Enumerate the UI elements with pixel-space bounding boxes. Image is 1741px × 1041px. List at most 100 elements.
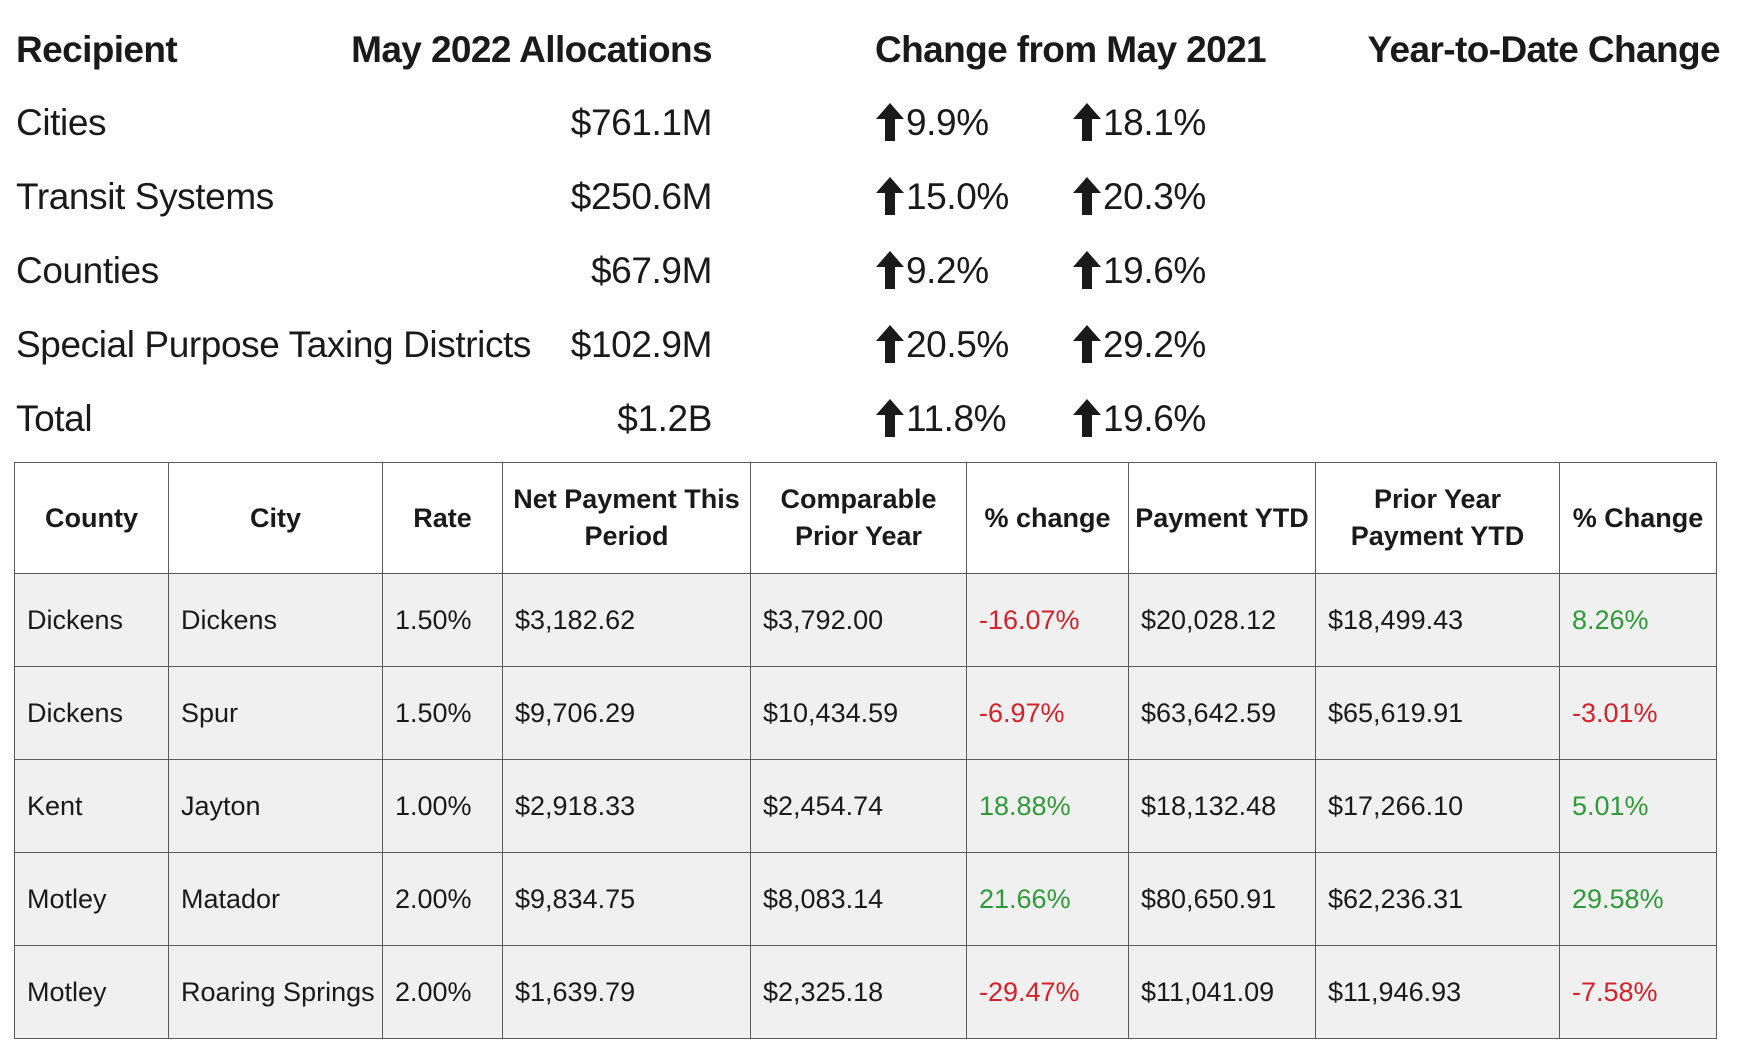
cell-prior-ytd: $11,946.93 xyxy=(1315,945,1560,1039)
change-value: 20.5% xyxy=(906,324,1009,365)
cell-net-payment: $9,706.29 xyxy=(502,666,751,760)
arrow-up-icon xyxy=(875,250,905,290)
summary-row: Transit Systems $250.6M 15.0% 20.3% xyxy=(0,167,1741,227)
arrow-up-icon xyxy=(875,102,905,142)
arrow-up-icon xyxy=(1072,102,1102,142)
cell-comparable: $2,454.74 xyxy=(750,759,967,853)
cell-pct-change-ytd: 5.01% xyxy=(1559,759,1717,853)
cell-prior-ytd: $17,266.10 xyxy=(1315,759,1560,853)
allocation-value: $250.6M xyxy=(570,176,713,217)
allocation-value: $67.9M xyxy=(590,250,712,291)
col-header-city: City xyxy=(168,462,383,574)
cell-payment-ytd: $11,041.09 xyxy=(1128,945,1316,1039)
cell-city: Dickens xyxy=(168,573,383,667)
cell-comparable: $3,792.00 xyxy=(750,573,967,667)
cell-comparable: $2,325.18 xyxy=(750,945,967,1039)
table-row: Motley Matador 2.00% $9,834.75 $8,083.14… xyxy=(14,852,1717,946)
col-header-rate: Rate xyxy=(382,462,503,574)
ytd-value: 29.2% xyxy=(1103,324,1206,365)
arrow-up-icon xyxy=(875,176,905,216)
recipient-name: Total xyxy=(16,398,93,439)
arrow-up-icon xyxy=(1072,398,1102,438)
ytd-value: 20.3% xyxy=(1103,176,1206,217)
change-value: 11.8% xyxy=(906,398,1007,439)
cell-pct-change-ytd: -7.58% xyxy=(1559,945,1717,1039)
cell-county: Motley xyxy=(14,852,169,946)
recipient-name: Special Purpose Taxing Districts xyxy=(16,324,532,365)
cell-pct-change-ytd: -3.01% xyxy=(1559,666,1717,760)
arrow-up-icon xyxy=(875,324,905,364)
cell-prior-ytd: $62,236.31 xyxy=(1315,852,1560,946)
recipient-name: Cities xyxy=(16,102,107,143)
recipient-name: Transit Systems xyxy=(16,176,274,217)
change-cell: 9.9% xyxy=(875,93,1035,153)
change-value: 9.9% xyxy=(906,102,989,143)
allocation-summary: Recipient May 2022 Allocations Change fr… xyxy=(0,0,1741,462)
cell-payment-ytd: $18,132.48 xyxy=(1128,759,1316,853)
change-cell: 20.5% xyxy=(875,315,1035,375)
ytd-cell: 18.1% xyxy=(1072,93,1232,153)
cell-pct-change: -16.07% xyxy=(966,573,1129,667)
col-header-pct-change-ytd: % Change xyxy=(1559,462,1717,574)
ytd-value: 19.6% xyxy=(1103,250,1206,291)
table-row: Kent Jayton 1.00% $2,918.33 $2,454.74 18… xyxy=(14,759,1717,853)
cell-city: Roaring Springs xyxy=(168,945,383,1039)
ytd-cell: 19.6% xyxy=(1072,389,1232,449)
cell-net-payment: $2,918.33 xyxy=(502,759,751,853)
summary-row: Special Purpose Taxing Districts $102.9M… xyxy=(0,315,1741,375)
ytd-cell: 29.2% xyxy=(1072,315,1232,375)
cell-pct-change: 21.66% xyxy=(966,852,1129,946)
allocation-value: $1.2B xyxy=(617,398,712,439)
cell-county: Kent xyxy=(14,759,169,853)
allocation-value: $761.1M xyxy=(570,102,713,143)
cell-comparable: $10,434.59 xyxy=(750,666,967,760)
table-row: Motley Roaring Springs 2.00% $1,639.79 $… xyxy=(14,945,1717,1039)
change-cell: 9.2% xyxy=(875,241,1035,301)
cell-prior-ytd: $65,619.91 xyxy=(1315,666,1560,760)
arrow-up-icon xyxy=(1072,176,1102,216)
change-cell: 15.0% xyxy=(875,167,1035,227)
cell-net-payment: $1,639.79 xyxy=(502,945,751,1039)
ytd-cell: 19.6% xyxy=(1072,241,1232,301)
cell-county: Motley xyxy=(14,945,169,1039)
cell-pct-change: -29.47% xyxy=(966,945,1129,1039)
summary-row: Cities $761.1M 9.9% 18.1% xyxy=(0,93,1741,153)
cell-city: Jayton xyxy=(168,759,383,853)
cell-net-payment: $9,834.75 xyxy=(502,852,751,946)
change-value: 9.2% xyxy=(906,250,989,291)
table-row: Dickens Dickens 1.50% $3,182.62 $3,792.0… xyxy=(14,573,1717,667)
cell-pct-change-ytd: 8.26% xyxy=(1559,573,1717,667)
summary-header-row: Recipient May 2022 Allocations Change fr… xyxy=(0,20,1741,80)
col-header-payment-ytd: Payment YTD xyxy=(1128,462,1316,574)
cell-county: Dickens xyxy=(14,666,169,760)
cell-county: Dickens xyxy=(14,573,169,667)
cell-payment-ytd: $80,650.91 xyxy=(1128,852,1316,946)
ytd-value: 18.1% xyxy=(1103,102,1206,143)
cell-comparable: $8,083.14 xyxy=(750,852,967,946)
cell-rate: 1.50% xyxy=(382,573,503,667)
arrow-up-icon xyxy=(875,398,905,438)
header-ytd-change: Year-to-Date Change xyxy=(1367,29,1720,70)
arrow-up-icon xyxy=(1072,250,1102,290)
col-header-pct-change: % change xyxy=(966,462,1129,574)
cell-rate: 2.00% xyxy=(382,945,503,1039)
cell-city: Spur xyxy=(168,666,383,760)
col-header-net-payment: Net Payment This Period xyxy=(502,462,751,574)
col-header-comparable: Comparable Prior Year xyxy=(750,462,967,574)
cell-rate: 1.50% xyxy=(382,666,503,760)
summary-row-total: Total $1.2B 11.8% 19.6% xyxy=(0,389,1741,449)
cell-net-payment: $3,182.62 xyxy=(502,573,751,667)
header-change: Change from May 2021 xyxy=(875,29,1267,70)
cell-city: Matador xyxy=(168,852,383,946)
ytd-value: 19.6% xyxy=(1103,398,1206,439)
cell-rate: 1.00% xyxy=(382,759,503,853)
col-header-prior-ytd: Prior Year Payment YTD xyxy=(1315,462,1560,574)
city-payments-table: County City Rate Net Payment This Period… xyxy=(14,462,1717,1039)
cell-pct-change: 18.88% xyxy=(966,759,1129,853)
summary-row: Counties $67.9M 9.2% 19.6% xyxy=(0,241,1741,301)
header-allocations: May 2022 Allocations xyxy=(351,29,713,70)
recipient-name: Counties xyxy=(16,250,159,291)
arrow-up-icon xyxy=(1072,324,1102,364)
cell-prior-ytd: $18,499.43 xyxy=(1315,573,1560,667)
change-value: 15.0% xyxy=(906,176,1009,217)
